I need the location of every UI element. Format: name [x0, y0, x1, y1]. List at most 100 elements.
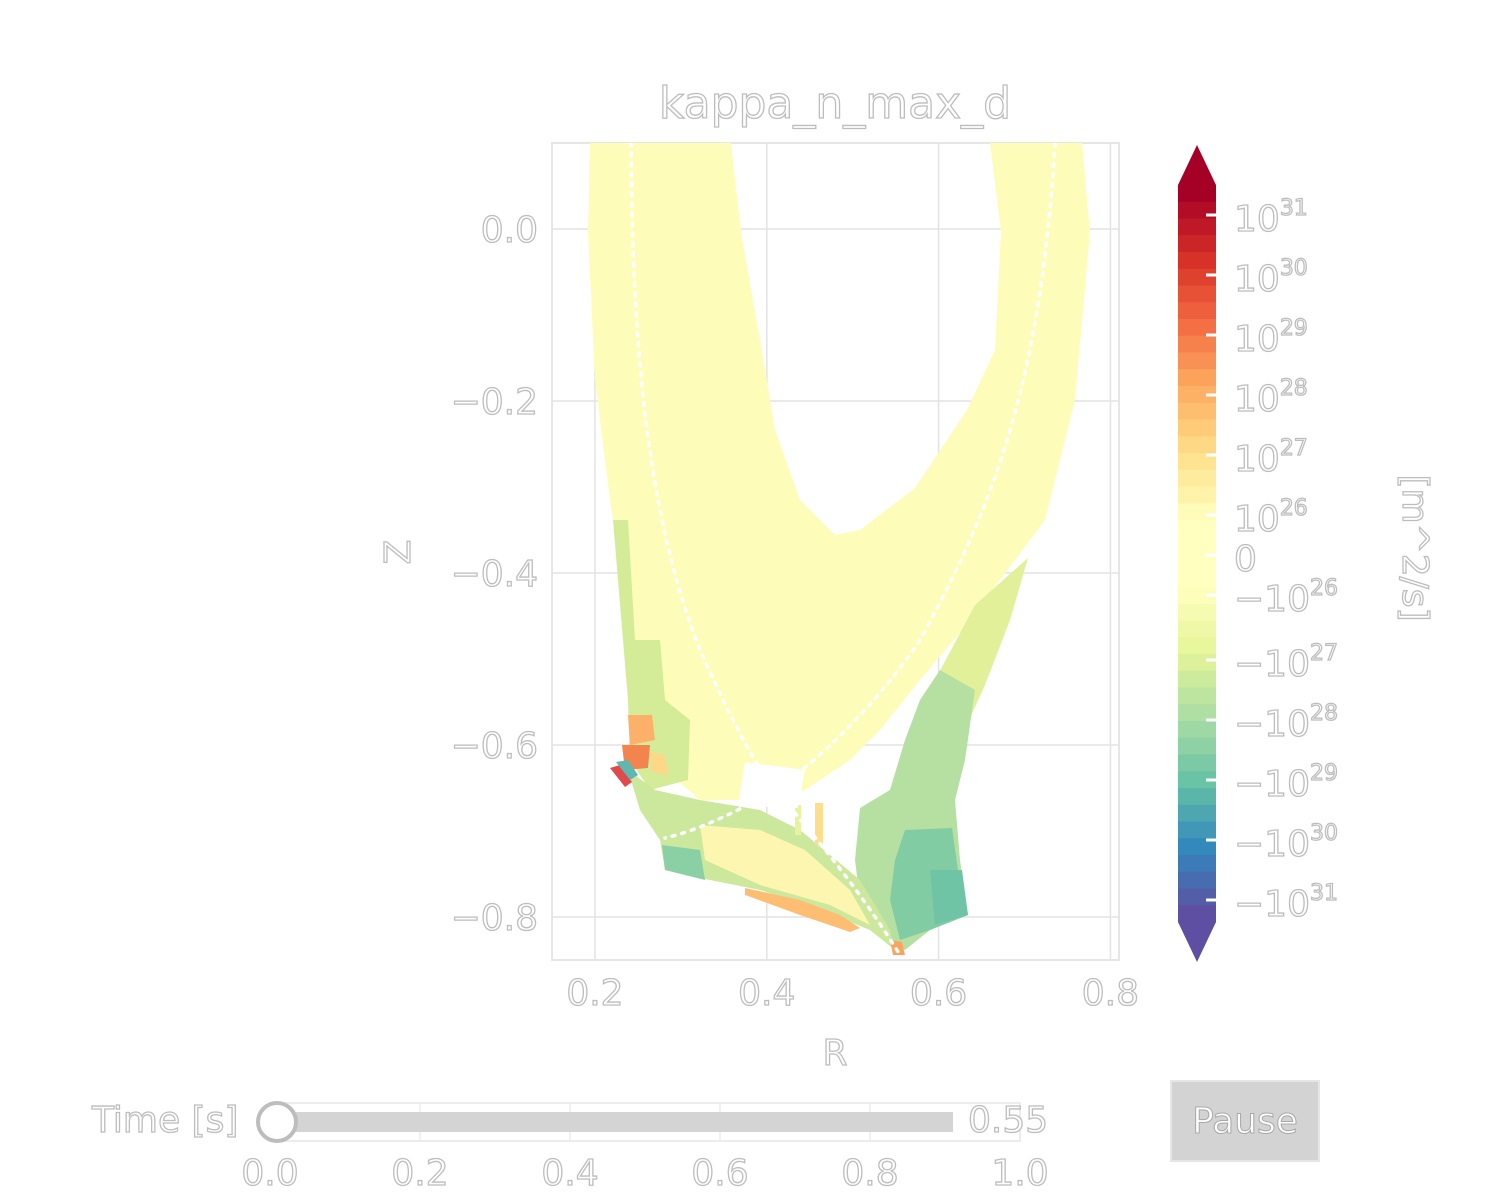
inner-target-teal — [662, 845, 705, 880]
y-tick-label: −0.6 — [451, 726, 538, 767]
inner-divertor-bright — [700, 825, 870, 925]
inner-strike-red — [610, 765, 632, 787]
colorbar-segment — [1178, 754, 1216, 772]
colorbar-segment — [1178, 838, 1216, 856]
colorbar-tick-label: −1028 — [1234, 701, 1338, 745]
colorbar-label: [m^2/s] — [1394, 474, 1435, 621]
x-tick-label: 0.2 — [566, 973, 623, 1014]
y-tick-label: −0.4 — [451, 554, 538, 595]
pause-button[interactable]: Pause — [1170, 1080, 1320, 1162]
colorbar-segment — [1178, 553, 1216, 571]
private-flux-gap — [738, 762, 805, 808]
core-region — [588, 143, 1090, 800]
colorbar-segment — [1178, 185, 1216, 203]
colorbar-tick-label: 1030 — [1234, 256, 1308, 300]
slider-ticks: 0.0 0.2 0.4 0.6 0.8 1.0 — [241, 1152, 1050, 1194]
colorbar-tick-label: 1026 — [1234, 496, 1308, 540]
colorbar-tick-label: −1030 — [1234, 821, 1338, 865]
colorbar-segment — [1178, 771, 1216, 789]
colorbar-tick-label: 1027 — [1234, 436, 1308, 480]
colorbar-segment — [1178, 235, 1216, 253]
colorbar-segment — [1178, 821, 1216, 839]
axes-frame — [551, 142, 1120, 961]
colorbar-segment — [1178, 402, 1216, 421]
colorbar-segment — [1178, 871, 1216, 890]
inner-strike-orange — [628, 715, 655, 745]
colorbar-segment — [1178, 788, 1216, 806]
colorbar-segment — [1178, 587, 1216, 605]
colorbar-extend-bottom — [1178, 922, 1216, 962]
x-ticks: 0.2 0.4 0.6 0.8 — [566, 972, 1140, 1014]
colorbar-segment — [1178, 352, 1216, 370]
x-tick-label: 0.8 — [1082, 973, 1139, 1014]
colorbar-segment — [1178, 335, 1216, 354]
slider-tick-label: 0.8 — [841, 1153, 898, 1194]
colorbar-segment — [1178, 654, 1216, 672]
strike-stripe — [745, 888, 860, 932]
colorbar-segment — [1178, 536, 1216, 555]
slider-tick-label: 1.0 — [991, 1153, 1048, 1194]
colorbar-segment — [1178, 905, 1216, 923]
colorbar-segment — [1178, 419, 1216, 437]
colorbar-segment — [1178, 704, 1216, 722]
slider-track — [280, 1112, 953, 1132]
colorbar-segment — [1178, 687, 1216, 705]
colorbar-segment — [1178, 218, 1216, 236]
colorbar-tick-label: −1029 — [1234, 761, 1338, 805]
colorbar-segment — [1178, 302, 1216, 320]
y-ticks: 0.0 −0.2 −0.4 −0.6 −0.8 — [450, 209, 539, 939]
sol-bar-2 — [795, 805, 801, 835]
inner-strike-blue — [616, 760, 638, 780]
mesh — [588, 143, 1090, 957]
colorbar-segment — [1178, 386, 1216, 404]
sol-bar — [815, 803, 823, 845]
inner-strike-side — [650, 752, 668, 775]
separatrix-inner-leg — [663, 788, 777, 840]
colorbar-segment — [1178, 503, 1216, 521]
colorbar-segment — [1178, 436, 1216, 454]
colorbar-segment — [1178, 469, 1216, 488]
colorbar-tick-label: −1031 — [1234, 881, 1338, 925]
colorbar-segment — [1178, 453, 1216, 471]
y-tick-label: −0.2 — [451, 382, 538, 423]
x-tick-label: 0.4 — [738, 973, 795, 1014]
colorbar-tick-label: −1026 — [1234, 576, 1338, 620]
colorbar-segment — [1178, 603, 1216, 622]
colorbar-segment — [1178, 570, 1216, 588]
colorbar-tick-label: −1027 — [1234, 641, 1338, 685]
slider-handle[interactable] — [256, 1101, 298, 1143]
colorbar-tick-label: 0 — [1234, 539, 1257, 580]
colorbar-tick-label: 1029 — [1234, 316, 1308, 360]
colorbar-segment — [1178, 637, 1216, 655]
x-tick-label: 0.6 — [910, 973, 967, 1014]
colorbar-segment — [1178, 319, 1216, 337]
colorbar-tick-label: 1028 — [1234, 376, 1308, 420]
colorbar-segment — [1178, 620, 1216, 638]
colorbar-segment — [1178, 804, 1216, 823]
colorbar-segment — [1178, 486, 1216, 504]
y-tick-label: −0.8 — [451, 898, 538, 939]
colorbar-segment — [1178, 520, 1216, 538]
slider-label: Time [s] — [91, 1100, 238, 1141]
time-slider[interactable] — [256, 1101, 1021, 1143]
colorbar-segment — [1178, 737, 1216, 756]
colorbar-segment — [1178, 855, 1216, 873]
y-tick-label: 0.0 — [481, 210, 538, 251]
slider-tick-label: 0.6 — [691, 1153, 748, 1194]
colorbar-segment — [1178, 721, 1216, 739]
outer-target-teal — [930, 870, 968, 925]
colorbar-segment — [1178, 670, 1216, 689]
chart-title: kappa_n_max_d — [659, 78, 1011, 129]
colorbar-segment — [1178, 888, 1216, 906]
slider-tick-label: 0.4 — [541, 1153, 598, 1194]
slider-tick-label: 0.2 — [391, 1153, 448, 1194]
slider-tick-label: 0.0 — [241, 1153, 298, 1194]
colorbar-segment — [1178, 252, 1216, 270]
y-axis-label: Z — [378, 540, 419, 565]
x-axis-label: R — [822, 1033, 847, 1074]
colorbar-segment — [1178, 268, 1216, 287]
colorbar-tick-label: 1031 — [1234, 196, 1308, 240]
colorbar-segment — [1178, 369, 1216, 387]
